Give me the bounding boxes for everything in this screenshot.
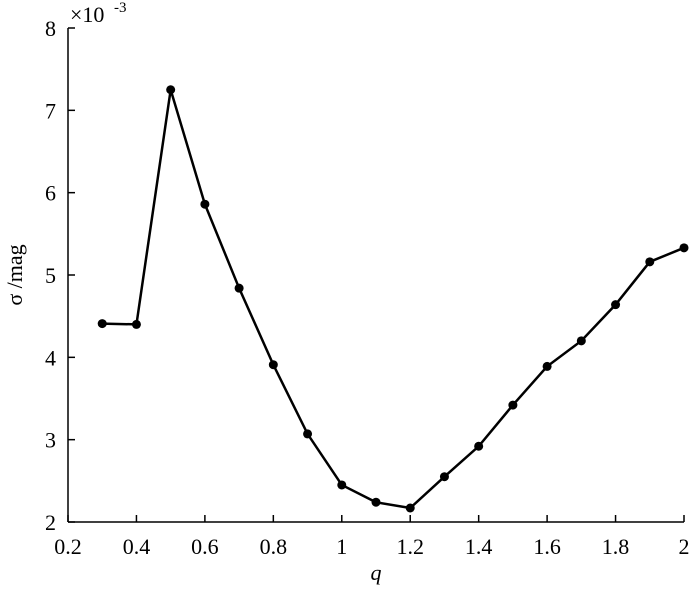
- marker: [576, 336, 586, 346]
- marker: [371, 497, 381, 507]
- x-tick-label: 1.8: [602, 534, 630, 559]
- y-multiplier-exponent: -3: [114, 0, 127, 16]
- y-tick-label: 7: [45, 98, 56, 123]
- x-axis-label: q: [371, 560, 382, 585]
- marker: [405, 503, 415, 513]
- x-tick-label: 1.2: [396, 534, 424, 559]
- marker: [679, 243, 689, 253]
- marker: [166, 85, 176, 95]
- y-tick-label: 3: [45, 428, 56, 453]
- y-axis-label: σ /mag: [2, 244, 27, 305]
- y-tick-label: 5: [45, 263, 56, 288]
- marker: [200, 199, 210, 209]
- marker: [303, 429, 313, 439]
- marker: [234, 283, 244, 293]
- x-tick-label: 1: [336, 534, 347, 559]
- x-tick-label: 2: [679, 534, 690, 559]
- marker: [268, 360, 278, 370]
- line: [102, 89, 685, 510]
- marker: [508, 400, 518, 410]
- y-tick-label: 8: [45, 16, 56, 41]
- marker: [337, 480, 347, 490]
- x-tick-label: 1.6: [533, 534, 561, 559]
- y-tick-label: 2: [45, 510, 56, 535]
- x-tick-label: 0.6: [191, 534, 219, 559]
- marker: [439, 472, 449, 482]
- y-tick-label: 6: [45, 181, 56, 206]
- marker: [611, 300, 621, 310]
- x-tick-label: 0.8: [260, 534, 288, 559]
- marker: [542, 361, 552, 371]
- marker: [645, 257, 655, 267]
- x-tick-label: 1.4: [465, 534, 493, 559]
- x-tick-label: 0.2: [54, 534, 82, 559]
- marker: [97, 319, 107, 329]
- marker: [131, 319, 141, 329]
- marker: [474, 441, 484, 451]
- y-multiplier: ×10: [70, 2, 104, 27]
- x-tick-label: 0.4: [123, 534, 151, 559]
- y-tick-label: 4: [45, 345, 56, 370]
